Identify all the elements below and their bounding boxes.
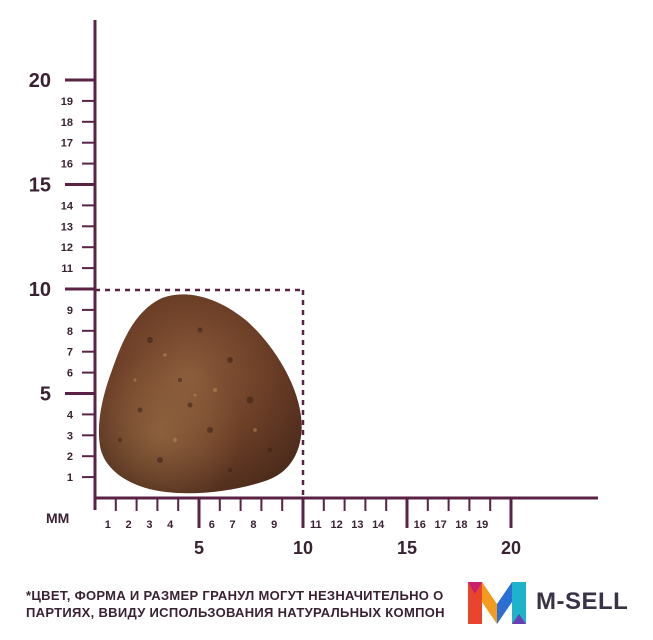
y-tick-label-minor: 6	[67, 368, 73, 380]
y-tick-label-minor: 16	[61, 159, 73, 171]
x-tick-label-minor: 16	[414, 519, 426, 531]
y-tick-label-minor: 4	[67, 409, 74, 421]
x-tick-label-minor: 1	[105, 519, 111, 531]
disclaimer-line-1: *ЦВЕТ, ФОРМА И РАЗМЕР ГРАНУЛ МОГУТ НЕЗНА…	[26, 588, 444, 603]
x-tick-label-major: 15	[397, 538, 417, 558]
y-tick-label-minor: 1	[67, 472, 73, 484]
x-tick-label-minor: 12	[330, 519, 342, 531]
y-tick-label-minor: 8	[67, 326, 73, 338]
x-tick-label-minor: 14	[372, 519, 385, 531]
x-tick-label-minor: 9	[271, 519, 277, 531]
x-tick-label-minor: 3	[146, 519, 152, 531]
y-tick-label-minor: 14	[61, 200, 74, 212]
y-tick-label-major: 15	[29, 175, 51, 197]
x-tick-label-minor: 2	[126, 519, 132, 531]
y-tick-label-major: 20	[29, 70, 51, 92]
x-tick-label-minor: 8	[250, 519, 256, 531]
x-tick-label-minor: 17	[434, 519, 446, 531]
y-tick-label-major: 5	[40, 384, 51, 406]
x-tick-label-minor: 18	[455, 519, 467, 531]
y-tick-label-minor: 12	[61, 242, 73, 254]
y-tick-label-minor: 17	[61, 138, 73, 150]
y-tick-label-major: 10	[29, 279, 51, 301]
x-tick-label-minor: 7	[230, 519, 236, 531]
y-tick-label-minor: 19	[61, 96, 73, 108]
unit-label: MM	[46, 510, 69, 526]
y-tick-label-minor: 7	[67, 347, 73, 359]
brand-name: M-SELL	[536, 588, 629, 615]
y-tick-label-minor: 11	[61, 263, 73, 275]
disclaimer-note: *ЦВЕТ, ФОРМА И РАЗМЕР ГРАНУЛ МОГУТ НЕЗНА…	[26, 587, 445, 621]
y-tick-label-minor: 13	[61, 221, 73, 233]
y-tick-label-minor: 3	[67, 430, 73, 442]
y-tick-label-minor: 9	[67, 305, 73, 317]
y-tick-label-minor: 18	[61, 117, 73, 129]
x-tick-label-minor: 4	[167, 519, 174, 531]
x-tick-label-major: 10	[293, 538, 313, 558]
y-tick-label-minor: 2	[67, 451, 73, 463]
m-sell-logo-icon	[468, 582, 526, 624]
x-tick-label-major: 20	[501, 538, 521, 558]
kibble-granule	[98, 294, 302, 494]
brand-block: M-SELL	[466, 576, 641, 628]
x-tick-label-minor: 6	[209, 519, 215, 531]
x-tick-label-minor: 11	[310, 519, 322, 531]
x-tick-label-minor: 13	[351, 519, 363, 531]
x-tick-label-major: 5	[194, 538, 204, 558]
x-tick-label-minor: 19	[476, 519, 488, 531]
disclaimer-line-2: ПАРТИЯХ, ВВИДУ ИСПОЛЬЗОВАНИЯ НАТУРАЛЬНЫХ…	[26, 605, 445, 620]
